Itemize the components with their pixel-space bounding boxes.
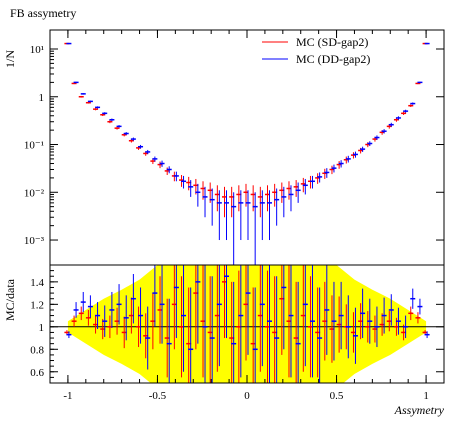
top-panel: 10⁻³ 10⁻² 10⁻¹ 1 10¹ 1/N MC (SD-gap2) MC (DD…	[3, 29, 445, 266]
x-tick-label: 1	[423, 390, 429, 402]
uncertainty-band	[67, 265, 427, 383]
top-y-axis-label: 1/N	[3, 50, 17, 68]
legend: MC (SD-gap2) MC (DD-gap2)	[262, 35, 370, 66]
top-y-tick-label: 1	[39, 92, 45, 104]
legend-label-sd: MC (SD-gap2)	[296, 35, 368, 49]
top-y-ticks: 10⁻³ 10⁻² 10⁻¹ 1 10¹	[24, 44, 444, 247]
bottom-y-tick-label: 0.8	[30, 344, 44, 356]
x-axis-label: Assymetry	[394, 403, 445, 417]
top-y-tick-label: 10⁻¹	[24, 140, 44, 152]
top-data-points	[64, 42, 430, 265]
chart-title: FB assymetry	[10, 6, 76, 20]
x-ticks: -1 -0.5 0 0.5 1	[63, 30, 429, 402]
top-y-tick-label: 10⁻³	[24, 235, 45, 247]
top-y-tick-label: 10¹	[30, 44, 44, 56]
bottom-data-points	[64, 265, 430, 383]
x-tick-label: 0.5	[330, 390, 344, 402]
bottom-panel: 0.6 0.8 1 1.2 1.4 -1 -0.5 0 0.5 1 MC/data Assyme…	[3, 30, 445, 417]
x-tick-label: -0.5	[149, 390, 167, 402]
bottom-y-ticks: 0.6 0.8 1 1.2 1.4	[30, 270, 444, 379]
legend-label-dd: MC (DD-gap2)	[296, 52, 370, 66]
bottom-y-tick-label: 0.6	[30, 367, 44, 379]
bottom-y-axis-label: MC/data	[3, 278, 17, 321]
x-tick-label: -1	[63, 390, 72, 402]
bottom-y-tick-label: 1.2	[30, 299, 44, 311]
top-y-tick-label: 10⁻²	[24, 187, 45, 199]
bottom-y-tick-label: 1	[39, 322, 45, 334]
top-plot-frame	[49, 29, 445, 266]
x-tick-label: 0	[244, 390, 250, 402]
bottom-y-tick-label: 1.4	[30, 277, 44, 289]
